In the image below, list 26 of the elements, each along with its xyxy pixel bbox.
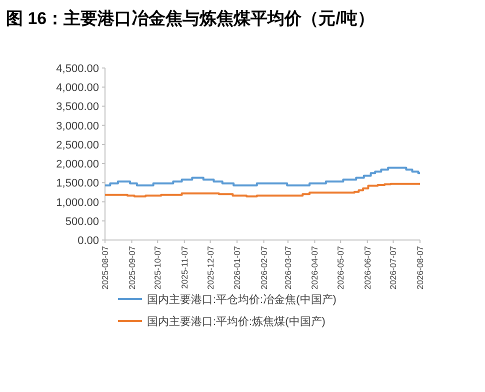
y-tick-label: 500.00 xyxy=(65,216,99,228)
x-tick-label: 2026-07-07 xyxy=(388,246,398,290)
x-tick-label: 2026-08-07 xyxy=(415,246,425,290)
y-tick-label: 0.00 xyxy=(78,235,99,247)
y-tick-label: 2,000.00 xyxy=(56,158,99,171)
y-tick-label: 3,000.00 xyxy=(56,120,99,132)
y-tick-label: 4,500.00 xyxy=(56,63,99,75)
x-tick-label: 2026-06-07 xyxy=(362,246,372,290)
y-tick-label: 1,000.00 xyxy=(56,196,99,209)
x-tick-label: 2025-11-07 xyxy=(179,246,190,289)
x-tick-label: 2026-01-07 xyxy=(232,246,242,290)
y-tick-label: 2,500.00 xyxy=(56,139,99,152)
x-tick-label: 2025-09-07 xyxy=(126,246,137,290)
y-tick-label: 3,500.00 xyxy=(56,101,99,114)
x-tick-label: 2025-10-07 xyxy=(152,246,163,290)
y-tick-label: 4,000.00 xyxy=(56,82,99,94)
y-tick-label: 1,500.00 xyxy=(56,178,99,190)
x-tick-label: 2026-03-07 xyxy=(282,246,293,290)
x-tick-label: 2025-12-07 xyxy=(205,246,216,290)
x-tick-label: 2025-08-07 xyxy=(100,246,110,290)
legend-label: 国内主要港口:平均价:炼焦煤(中国产) xyxy=(147,315,326,328)
x-tick-label: 2026-02-07 xyxy=(258,246,269,290)
x-tick-label: 2026-04-07 xyxy=(310,246,320,290)
legend-label: 国内主要港口:平仓均价:冶金焦(中国产) xyxy=(147,293,336,306)
x-tick-label: 2026-05-07 xyxy=(336,246,346,290)
chart-title: 图 16：主要港口冶金焦与炼焦煤平均价（元/吨） xyxy=(6,9,374,28)
